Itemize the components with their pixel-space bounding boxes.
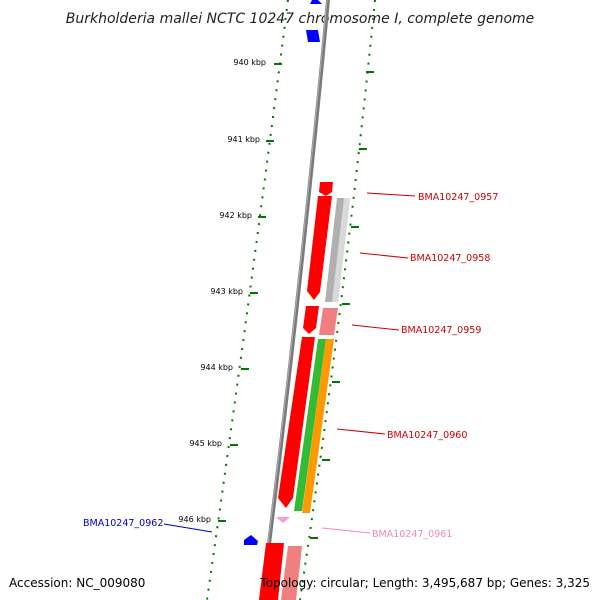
gene-0959-blast-hit[interactable]: [319, 308, 338, 335]
tick-label-945: 945 kbp: [189, 439, 222, 448]
map-title: Burkholderia mallei NCTC 10247 chromosom…: [66, 11, 535, 27]
reverse-gene-top-arrow[interactable]: [310, 0, 322, 4]
accession-text: Accession: NC_009080: [9, 576, 145, 590]
gene-0960-label[interactable]: BMA10247_0960: [387, 430, 467, 441]
gene-0959-leader: [351, 324, 400, 331]
tick-label-942: 942 kbp: [219, 211, 252, 220]
tick-label-941: 941 kbp: [227, 135, 260, 144]
gene-0961-label[interactable]: BMA10247_0961: [372, 529, 452, 540]
gene-0958-blast-hit-light[interactable]: [332, 198, 350, 302]
gene-0959-label[interactable]: BMA10247_0959: [401, 325, 481, 336]
genome-backbone-highlight: [260, 0, 328, 600]
gene-0962-label[interactable]: BMA10247_0962: [83, 518, 163, 529]
gene-0957-leader: [366, 192, 416, 197]
gene-0960-leader: [336, 428, 386, 435]
gene-bottom-cds[interactable]: [259, 543, 284, 600]
gene-0957-label[interactable]: BMA10247_0957: [418, 192, 498, 203]
gene-0960-blast-orange[interactable]: [302, 339, 334, 513]
inner-dotted-ruler: [206, 0, 289, 600]
gene-0960-cds[interactable]: [278, 337, 315, 508]
gene-0958-label[interactable]: BMA10247_0958: [410, 253, 490, 264]
gene-0962-leader: [163, 523, 213, 533]
gene-0959-cds[interactable]: [303, 306, 319, 334]
kbp-ticks: 940 kbp 941 kbp 942 kbp 943 kbp 944 kbp …: [178, 58, 282, 524]
gene-0958-cds[interactable]: [307, 196, 332, 300]
gene-0961-leader: [321, 527, 371, 534]
gene-bottom-blast[interactable]: [281, 546, 302, 600]
gene-0961-rna[interactable]: [276, 517, 290, 523]
outer-ruler-ticks: [310, 71, 374, 539]
gene-0960-blast-green[interactable]: [294, 339, 326, 511]
genome-backbone: [260, 0, 330, 600]
tick-label-944: 944 kbp: [200, 363, 233, 372]
reverse-gene-top[interactable]: [306, 30, 320, 42]
genome-summary-text: Topology: circular; Length: 3,495,687 bp…: [259, 576, 590, 590]
tick-label-943: 943 kbp: [210, 287, 243, 296]
tick-label-940: 940 kbp: [233, 58, 266, 67]
tick-label-946: 946 kbp: [178, 515, 211, 524]
gene-0958-leader: [359, 252, 409, 259]
gene-0957-arrow[interactable]: [319, 182, 333, 196]
gene-0962-reverse[interactable]: [244, 535, 258, 545]
